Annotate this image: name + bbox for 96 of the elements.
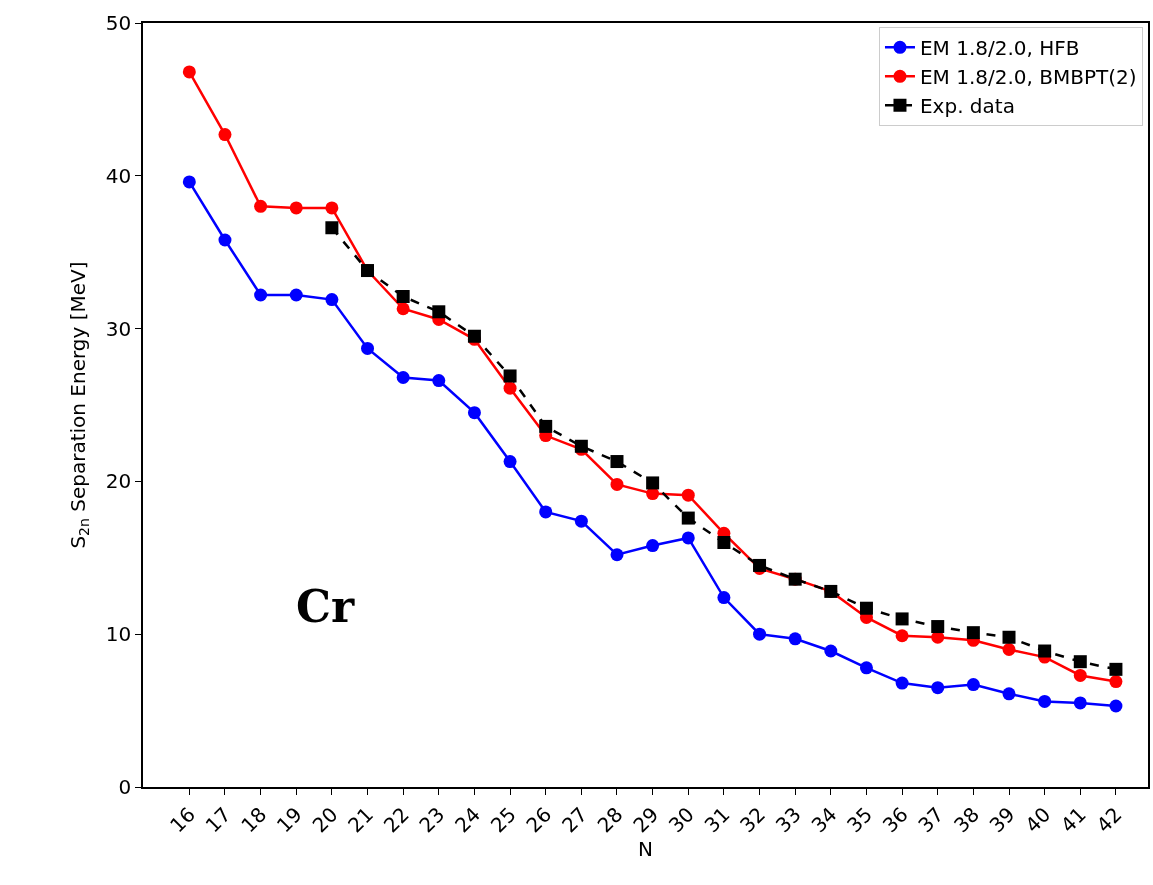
- point: [503, 369, 517, 383]
- x-tick-label: 40: [1020, 802, 1056, 838]
- x-tick-label: 34: [806, 802, 842, 838]
- x-tick-label: 23: [414, 802, 450, 838]
- x-tick-label: 16: [164, 802, 200, 838]
- x-tick-label: 32: [735, 802, 771, 838]
- x-axis-title: N: [638, 837, 653, 862]
- point: [218, 233, 232, 247]
- point: [396, 302, 410, 316]
- point: [539, 505, 553, 519]
- point: [432, 374, 446, 388]
- point: [1002, 642, 1016, 656]
- point: [1073, 696, 1087, 710]
- y-tick-label: 0: [118, 775, 132, 799]
- point: [895, 612, 909, 626]
- point: [289, 201, 303, 215]
- x-tick-label: 28: [592, 802, 628, 838]
- x-tick-label: 26: [521, 802, 557, 838]
- y-tick-label: 10: [105, 622, 132, 647]
- x-tick-label: 31: [699, 802, 735, 838]
- x-tick-label: 35: [842, 802, 878, 838]
- point: [325, 201, 339, 215]
- point: [325, 293, 339, 307]
- x-tick-label: 24: [450, 802, 486, 838]
- point: [182, 175, 196, 189]
- point: [467, 406, 481, 420]
- x-tick-label: 36: [877, 802, 913, 838]
- point: [681, 511, 695, 525]
- x-tick-label: 29: [628, 802, 664, 838]
- point: [396, 290, 410, 304]
- x-tick-label: 30: [663, 802, 699, 838]
- point: [824, 644, 838, 658]
- x-tick-label: 27: [556, 802, 592, 838]
- point: [503, 381, 517, 395]
- point: [289, 288, 303, 302]
- y-tick-label: 40: [105, 163, 132, 188]
- point: [1109, 662, 1123, 676]
- point: [1038, 694, 1052, 708]
- point: [182, 65, 196, 79]
- point: [859, 601, 873, 615]
- x-tick-label: 25: [485, 802, 521, 838]
- point: [646, 539, 660, 553]
- point: [254, 288, 268, 302]
- point: [931, 620, 945, 634]
- point: [753, 627, 767, 641]
- point: [396, 371, 410, 384]
- point: [966, 626, 980, 640]
- x-tick-label: 39: [984, 802, 1020, 838]
- point: [931, 681, 945, 695]
- point: [610, 548, 624, 562]
- point: [859, 661, 873, 675]
- point: [218, 128, 232, 142]
- point: [574, 514, 588, 528]
- point: [432, 305, 446, 319]
- point: [361, 341, 375, 355]
- legend-label: Exp. data: [919, 94, 1015, 119]
- x-tick-label: 18: [236, 802, 272, 838]
- point: [895, 676, 909, 690]
- point: [254, 199, 268, 213]
- point: [646, 476, 660, 490]
- point: [966, 678, 980, 692]
- legend-label: EM 1.8/2.0, HFB: [919, 36, 1080, 61]
- point: [1002, 630, 1016, 644]
- y-tick-label: 20: [105, 469, 132, 494]
- x-tick-label: 20: [307, 802, 343, 838]
- x-tick-label: 21: [343, 802, 379, 838]
- x-tick-label: 17: [200, 802, 236, 838]
- point: [895, 629, 909, 643]
- legend-label: EM 1.8/2.0, BMBPT(2): [919, 65, 1137, 90]
- y-tick-label: 30: [105, 316, 132, 341]
- point: [717, 536, 731, 550]
- point: [681, 531, 695, 545]
- x-tick-label: 41: [1055, 802, 1091, 838]
- x-tick-label: 37: [913, 802, 949, 838]
- x-tick-label: 42: [1091, 802, 1127, 838]
- point: [681, 488, 695, 502]
- point: [788, 632, 802, 646]
- point: [1073, 655, 1087, 669]
- point: [1109, 699, 1123, 713]
- point: [1073, 668, 1087, 682]
- x-tick-label: 33: [770, 802, 806, 838]
- point: [1109, 675, 1123, 689]
- point: [325, 221, 339, 235]
- y-tick-label: 50: [105, 11, 132, 35]
- point: [753, 558, 767, 572]
- x-tick-label: 22: [378, 802, 414, 838]
- point: [1038, 644, 1052, 658]
- point: [610, 477, 624, 491]
- annotation: Cr: [296, 581, 356, 632]
- point: [610, 455, 624, 469]
- point: [503, 455, 517, 469]
- x-tick-label: 38: [949, 802, 984, 838]
- point: [717, 591, 731, 605]
- point: [1002, 687, 1016, 701]
- x-tick-label: 19: [271, 802, 307, 838]
- point: [539, 419, 553, 433]
